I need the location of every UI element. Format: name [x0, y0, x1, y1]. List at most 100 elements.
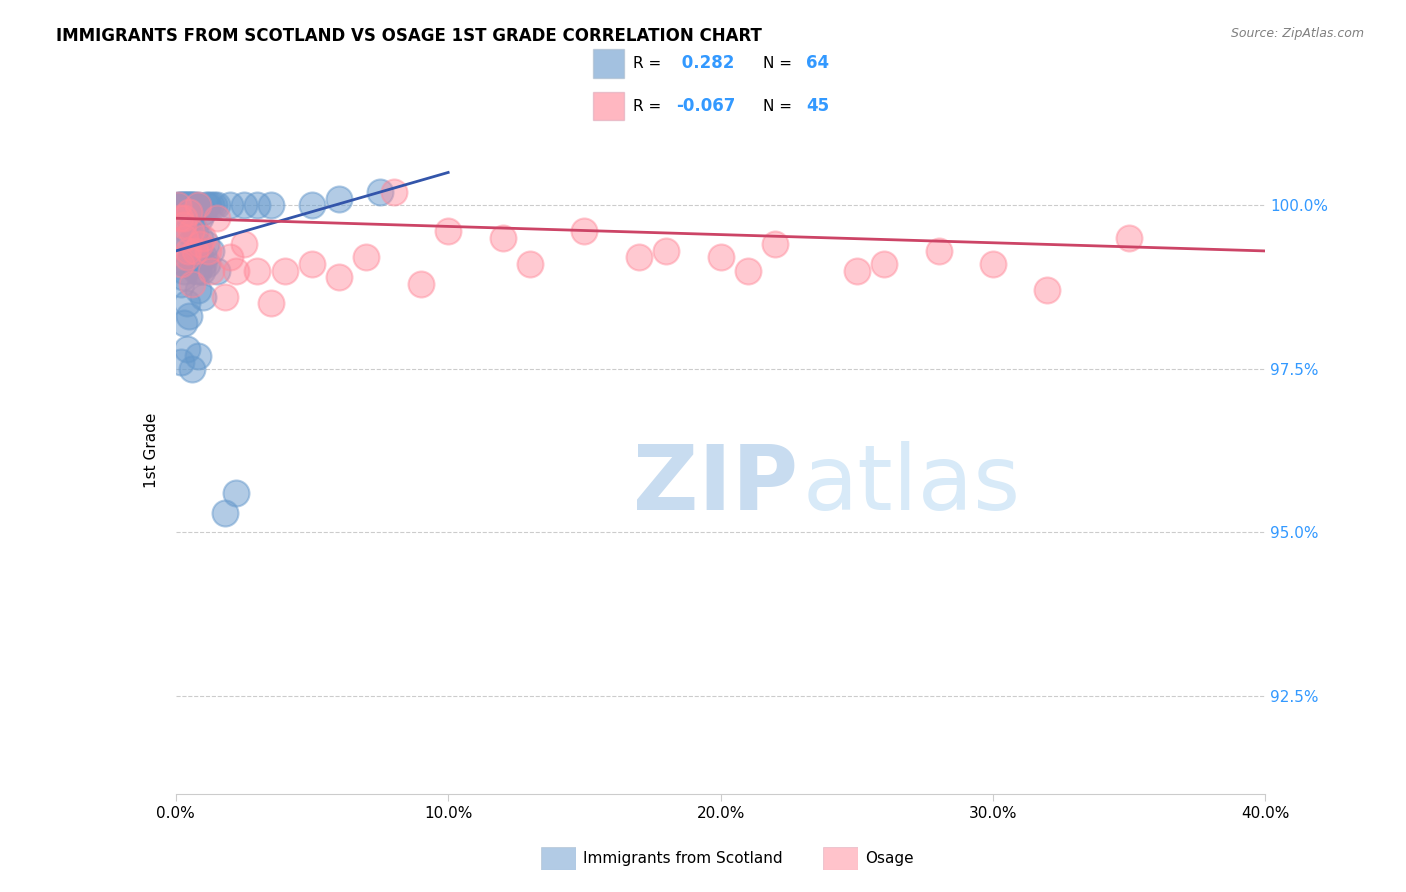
- Point: [173, 198, 195, 212]
- Point: [177, 257, 200, 271]
- Point: [382, 185, 405, 199]
- Text: N =: N =: [763, 56, 797, 70]
- Point: [655, 244, 678, 258]
- Point: [437, 224, 460, 238]
- Point: [177, 198, 200, 212]
- Point: [356, 251, 378, 265]
- Text: 45: 45: [806, 97, 830, 115]
- Point: [183, 198, 205, 212]
- Point: [181, 244, 204, 258]
- Point: [191, 231, 214, 245]
- Point: [194, 237, 217, 252]
- Point: [519, 257, 541, 271]
- Text: Source: ZipAtlas.com: Source: ZipAtlas.com: [1230, 27, 1364, 40]
- Point: [368, 185, 391, 199]
- Point: [186, 263, 208, 277]
- Point: [260, 198, 283, 212]
- Point: [179, 198, 201, 212]
- Point: [180, 224, 202, 238]
- Point: [176, 198, 198, 212]
- Point: [193, 251, 215, 265]
- Point: [170, 257, 193, 271]
- Point: [184, 244, 207, 258]
- Point: [170, 198, 193, 212]
- Point: [186, 198, 209, 212]
- Text: R =: R =: [633, 99, 666, 113]
- Point: [184, 224, 207, 238]
- Point: [174, 231, 197, 245]
- Point: [492, 231, 515, 245]
- Text: N =: N =: [763, 99, 797, 113]
- Text: R =: R =: [633, 56, 666, 70]
- Bar: [593, 49, 624, 78]
- Point: [219, 198, 242, 212]
- Point: [174, 257, 197, 271]
- Text: Immigrants from Scotland: Immigrants from Scotland: [583, 851, 783, 865]
- Point: [873, 257, 896, 271]
- Point: [173, 211, 195, 226]
- Point: [763, 237, 786, 252]
- Point: [219, 251, 242, 265]
- Point: [200, 263, 222, 277]
- Point: [176, 224, 198, 238]
- Point: [1036, 283, 1059, 297]
- Text: 0.282: 0.282: [676, 54, 735, 72]
- Point: [181, 198, 204, 212]
- Point: [845, 263, 868, 277]
- Point: [1118, 231, 1140, 245]
- Point: [246, 263, 269, 277]
- Point: [194, 198, 217, 212]
- Point: [205, 198, 228, 212]
- Point: [179, 211, 201, 226]
- Point: [176, 251, 198, 265]
- Point: [981, 257, 1004, 271]
- Point: [197, 244, 219, 258]
- Point: [205, 263, 228, 277]
- Point: [190, 263, 212, 277]
- Point: [195, 257, 218, 271]
- Point: [274, 263, 297, 277]
- Text: ZIP: ZIP: [633, 441, 799, 529]
- Point: [225, 486, 247, 500]
- Y-axis label: 1st Grade: 1st Grade: [143, 413, 159, 488]
- Text: -0.067: -0.067: [676, 97, 735, 115]
- Point: [328, 192, 350, 206]
- Point: [186, 283, 209, 297]
- Point: [179, 237, 201, 252]
- Point: [186, 263, 209, 277]
- Point: [170, 277, 193, 291]
- Point: [173, 263, 195, 277]
- Point: [172, 270, 194, 285]
- Point: [188, 211, 211, 226]
- Text: 64: 64: [806, 54, 830, 72]
- Point: [167, 198, 190, 212]
- Point: [187, 244, 209, 258]
- Point: [176, 296, 198, 310]
- Point: [180, 198, 202, 212]
- Point: [170, 355, 193, 369]
- Point: [200, 198, 222, 212]
- Point: [301, 257, 323, 271]
- Point: [188, 231, 211, 245]
- Point: [173, 316, 195, 330]
- Point: [184, 198, 207, 212]
- Point: [246, 198, 269, 212]
- Point: [928, 244, 950, 258]
- Point: [409, 277, 432, 291]
- Point: [191, 290, 214, 304]
- Point: [172, 198, 194, 212]
- Point: [200, 244, 222, 258]
- Point: [205, 211, 228, 226]
- Text: atlas: atlas: [803, 441, 1021, 529]
- Text: Osage: Osage: [865, 851, 914, 865]
- Point: [627, 251, 650, 265]
- Point: [173, 231, 195, 245]
- Point: [191, 257, 214, 271]
- Point: [301, 198, 323, 212]
- Point: [232, 237, 254, 252]
- Point: [225, 263, 247, 277]
- Point: [574, 224, 596, 238]
- Point: [197, 198, 219, 212]
- Point: [180, 251, 202, 265]
- Point: [232, 198, 254, 212]
